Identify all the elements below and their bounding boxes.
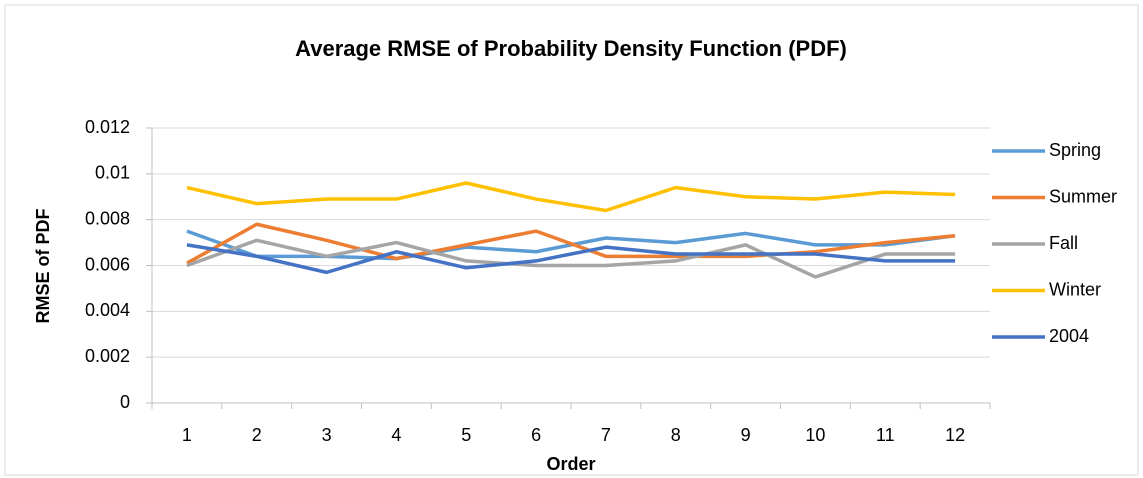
y-axis-title: RMSE of PDF: [33, 208, 53, 323]
legend-label: Fall: [1049, 233, 1078, 253]
y-tick-label: 0.002: [85, 346, 130, 366]
x-tick-label: 5: [461, 425, 471, 445]
series-line: [186, 181, 956, 213]
x-tick-label: 7: [601, 425, 611, 445]
legend-label: Winter: [1049, 279, 1101, 299]
x-axis-title: Order: [546, 454, 595, 474]
x-tick-label: 12: [945, 425, 965, 445]
series-line: [186, 222, 956, 265]
series-line: [186, 238, 956, 279]
x-tick-label: 3: [322, 425, 332, 445]
x-tick-label: 11: [876, 425, 895, 445]
x-tick-label: 2: [252, 425, 262, 445]
legend-label: 2004: [1049, 326, 1089, 346]
y-tick-label: 0: [120, 392, 130, 412]
y-tick-label: 0.006: [85, 254, 130, 274]
legend-label: Spring: [1049, 140, 1101, 160]
x-tick-label: 4: [391, 425, 401, 445]
x-tick-label: 1: [182, 425, 192, 445]
series-line: [186, 243, 956, 275]
x-tick-label: 8: [671, 425, 681, 445]
y-tick-label: 0.012: [85, 117, 130, 137]
x-tick-label: 6: [531, 425, 541, 445]
y-tick-label: 0.004: [85, 300, 130, 320]
legend-label: Summer: [1049, 186, 1117, 206]
x-tick-label: 10: [805, 425, 825, 445]
x-tick-label: 9: [741, 425, 751, 445]
chart-title: Average RMSE of Probability Density Func…: [295, 36, 847, 61]
y-tick-label: 0.008: [85, 208, 130, 228]
chart-frame: [4, 4, 1139, 476]
y-tick-label: 0.01: [95, 163, 130, 183]
